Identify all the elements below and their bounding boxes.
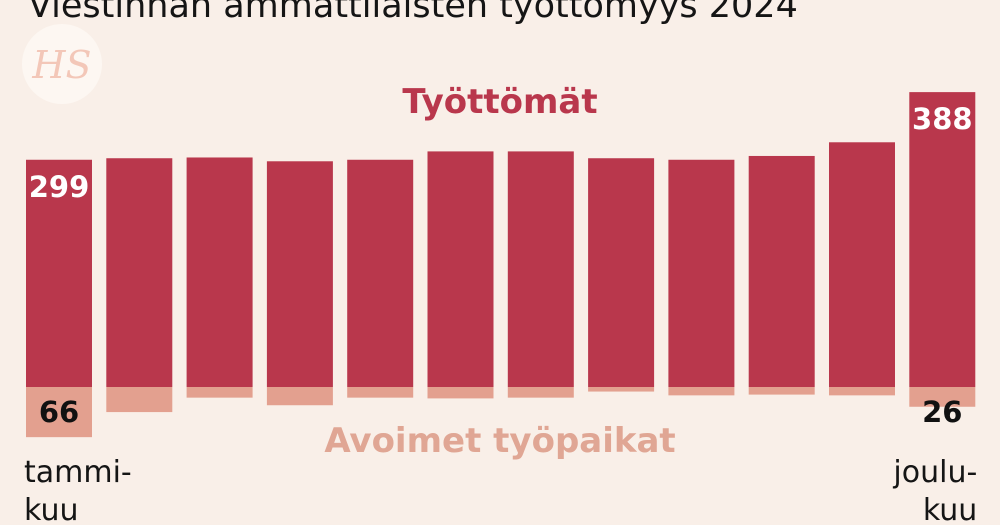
bar-tyottomat-huhtikuu: [266, 161, 333, 387]
bar-avoimet-kesäkuu: [427, 387, 494, 399]
data-label-tyottomat-tammikuu: 299: [29, 170, 90, 204]
bar-avoimet-lokakuu: [748, 387, 815, 395]
bar-tyottomat-tammikuu: [26, 159, 92, 387]
bar-avoimet-huhtikuu: [266, 387, 333, 406]
data-label-avoimet-joulukuu: 26: [922, 395, 962, 429]
bar-tyottomat-elokuu: [588, 158, 655, 387]
bar-tyottomat-toukokuu: [347, 159, 414, 387]
data-label-tyottomat-joulukuu: 388: [912, 102, 973, 136]
chart-title: Viestinnän ammattilaisten työttömyys 202…: [28, 0, 798, 26]
hs-logo: HS: [22, 24, 102, 104]
bar-tyottomat-joulukuu: [909, 92, 976, 388]
labels-group: Työttömät Avoimet työpaikat 299 388 66 26 tamm…: [24, 82, 977, 525]
series-label-avoimet: Avoimet työpaikat: [324, 421, 675, 461]
bar-avoimet-toukokuu: [347, 387, 414, 398]
bar-avoimet-joulukuu: [909, 387, 976, 407]
x-tick-label-tammikuu-line2: kuu: [24, 493, 78, 525]
bar-avoimet-marraskuu: [829, 387, 895, 396]
bar-tyottomat-lokakuu: [748, 155, 815, 387]
bar-avoimet-maaliskuu: [186, 387, 253, 398]
bar-tyottomat-helmikuu: [106, 158, 173, 387]
x-tick-label-joulukuu-line1: joulu-: [892, 455, 977, 490]
series-label-tyottomat: Työttömät: [402, 82, 597, 122]
bar-tyottomat-syyskuu: [668, 159, 735, 387]
bar-tyottomat-heinäkuu: [507, 151, 574, 387]
x-tick-label-joulukuu-line2: kuu: [923, 493, 977, 525]
bar-avoimet-helmikuu: [106, 387, 173, 413]
bar-tyottomat-marraskuu: [829, 142, 895, 387]
bar-avoimet-syyskuu: [668, 387, 735, 396]
x-tick-label-tammikuu-line1: tammi-: [24, 455, 132, 490]
data-label-avoimet-tammikuu: 66: [39, 395, 79, 429]
bars-group: [26, 92, 976, 438]
bar-avoimet-elokuu: [588, 387, 655, 392]
logo-circle: [22, 24, 102, 104]
bar-avoimet-heinäkuu: [507, 387, 574, 398]
bar-tyottomat-kesäkuu: [427, 151, 494, 387]
logo-text: HS: [31, 43, 91, 87]
bar-avoimet-tammikuu: [26, 387, 92, 438]
bar-tyottomat-maaliskuu: [186, 157, 253, 387]
